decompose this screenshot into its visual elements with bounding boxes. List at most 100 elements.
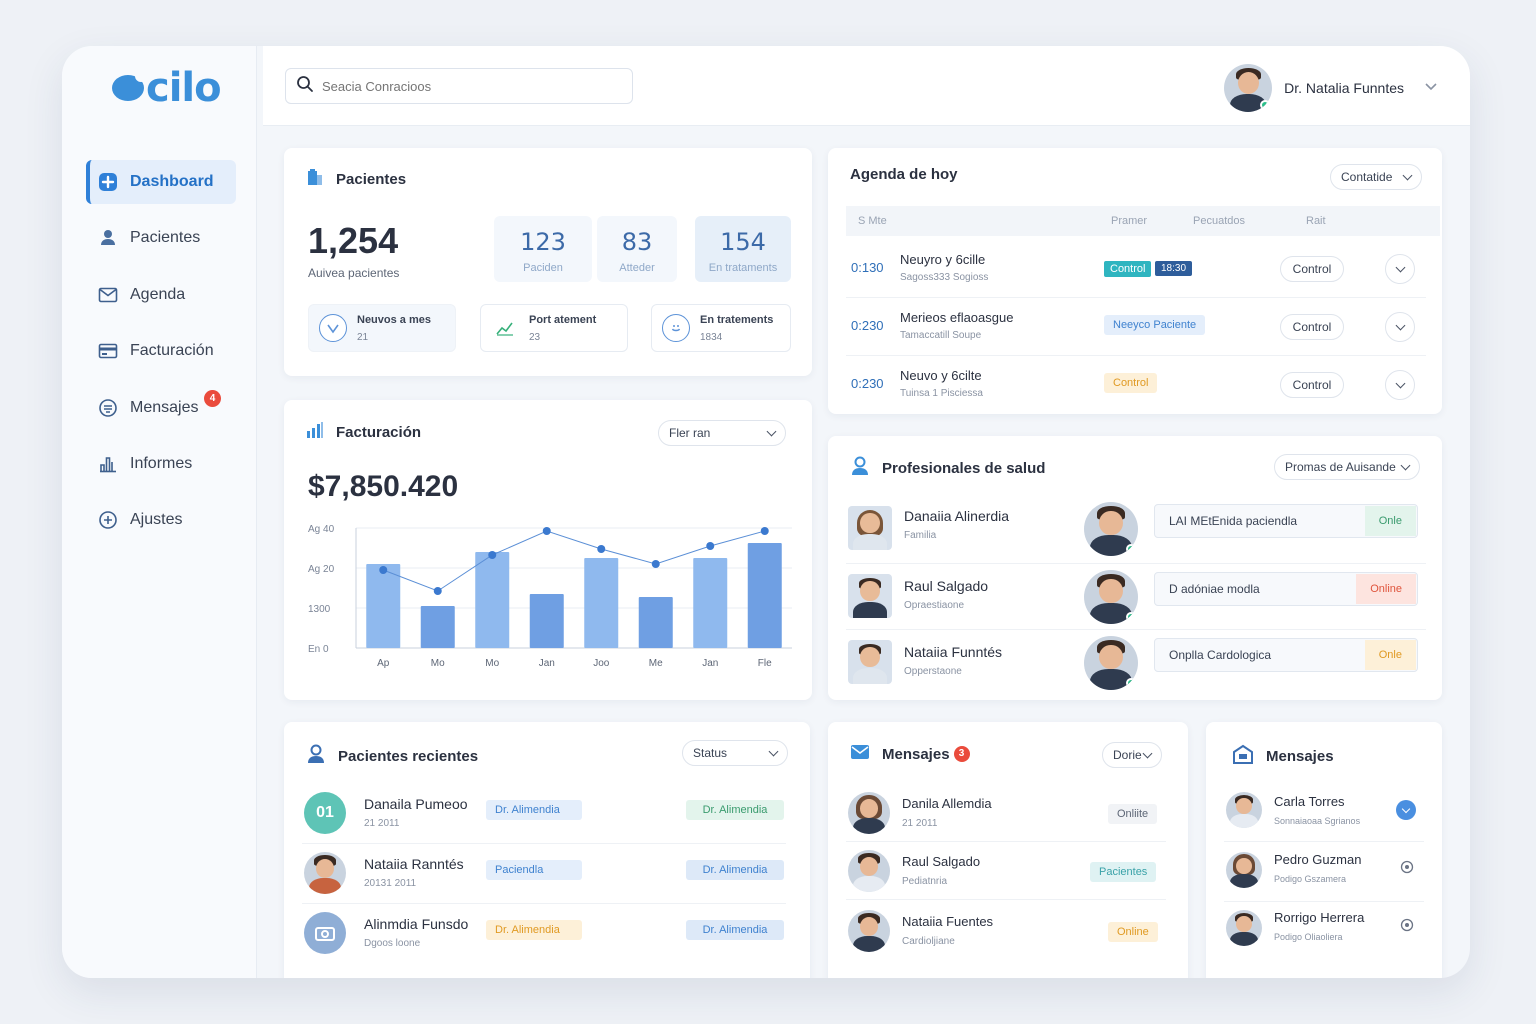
chevron-down-icon: [1142, 748, 1153, 759]
avatar: [848, 910, 890, 952]
chevron-down-icon: [1395, 262, 1405, 273]
message-item[interactable]: Rorrigo Herrera Podigo Oliaoliera: [1224, 902, 1424, 960]
sender-detail: Cardioljiane: [902, 936, 955, 947]
message-item[interactable]: Danila Allemdia 21 2011 Onliite: [846, 784, 1166, 842]
specialty-field[interactable]: D adóniae modla Online: [1154, 572, 1418, 606]
chevron-down-icon: [1402, 170, 1413, 181]
line-point: [379, 566, 388, 574]
user-menu[interactable]: Dr. Natalia Funntes: [1224, 64, 1438, 112]
expand-button[interactable]: [1385, 312, 1415, 342]
control-button[interactable]: Control: [1280, 256, 1344, 282]
column-header: S Mte: [858, 215, 887, 227]
app-logo[interactable]: cilo: [112, 66, 222, 110]
sender-name: Carla Torres: [1274, 794, 1345, 809]
search-icon: [296, 75, 314, 98]
search-input[interactable]: [322, 78, 622, 94]
bar: [638, 597, 673, 648]
control-button[interactable]: Control: [1280, 314, 1344, 340]
professionals-filter-select[interactable]: Promas de Auisande: [1274, 454, 1420, 480]
period-select[interactable]: Fler ran: [658, 420, 786, 446]
sender-detail: Podigo Gszamera: [1274, 874, 1347, 884]
bar: [475, 552, 510, 648]
card-title-text: Pacientes: [336, 170, 407, 188]
search-box[interactable]: [285, 68, 633, 104]
sender-name: Pedro Guzman: [1274, 852, 1362, 867]
table-row[interactable]: Alinmdia Funsdo Dgoos loone Dr. Alimendi…: [302, 904, 786, 964]
specialty-field[interactable]: LAI MEtEnida paciendla Onle: [1154, 504, 1418, 538]
doctor-tag: Dr. Alimendia: [686, 860, 784, 880]
agenda-card: Agenda de hoy Contatide S Mte Pramer Pec…: [828, 148, 1442, 414]
mini-stat[interactable]: Neuvos a mes 21: [308, 304, 456, 352]
status-filter-select[interactable]: Status: [682, 740, 788, 766]
patient-name: Neuyro y 6cille: [900, 252, 986, 267]
table-row[interactable]: 0:230 Merieos eflaoasgue Tamaccatill Sou…: [846, 298, 1426, 356]
field-value: D adóniae modla: [1169, 582, 1260, 596]
sender-name: Nataiia Fuentes: [902, 914, 994, 929]
expand-button[interactable]: [1385, 370, 1415, 400]
patient-detail: Tuinsa 1 Pisciessa: [900, 388, 983, 399]
settings-icon[interactable]: [1400, 860, 1414, 879]
chevron-down-icon: [768, 746, 779, 757]
smile-icon: [662, 314, 690, 342]
stat-value: 154: [720, 228, 766, 256]
mini-stat[interactable]: En tratements 1834: [651, 304, 791, 352]
card-title: Profesionales de salud: [850, 456, 1045, 480]
mini-title: Port atement: [529, 313, 597, 326]
messages-filter-select[interactable]: Dorie: [1102, 742, 1162, 768]
sender-detail: Podigo Oliaoliera: [1274, 932, 1343, 942]
status-badge: Online: [1108, 922, 1158, 942]
professional-name: Raul Salgado: [904, 578, 989, 594]
status-badge: Onle: [1364, 506, 1416, 536]
expand-button[interactable]: [1385, 254, 1415, 284]
avatar: [1226, 792, 1262, 828]
chevron-down-icon[interactable]: [1396, 800, 1416, 820]
control-button[interactable]: Control: [1280, 372, 1344, 398]
patient-date: 21 2011: [364, 818, 400, 829]
table-row[interactable]: Nataiia Ranntés 20131 2011 Paciendla Dr.…: [302, 844, 786, 904]
agenda-filter-select[interactable]: Contatide: [1330, 164, 1422, 190]
message-item[interactable]: Nataiia Fuentes Cardioljiane Online: [846, 902, 1166, 960]
list-item[interactable]: Raul Salgado Opraestiaone D adóniae modl…: [846, 564, 1426, 630]
stat-value: 83: [621, 228, 653, 256]
list-item[interactable]: Danaiia Alinerdia Familia LAI MEtEnida p…: [846, 498, 1426, 564]
status-badge: Onle: [1364, 640, 1416, 670]
sidebar-item-facturacion[interactable]: Facturación: [86, 329, 236, 373]
sidebar-item-dashboard[interactable]: Dashboard: [86, 160, 236, 204]
stat-value: 123: [520, 228, 566, 256]
sidebar-item-informes[interactable]: Informes: [86, 442, 236, 486]
sidebar-item-mensajes[interactable]: Mensajes 4: [86, 386, 236, 430]
mail-icon: [98, 285, 118, 305]
line-point: [542, 527, 551, 535]
table-row[interactable]: 0:230 Neuvo y 6cilte Tuinsa 1 Pisciessa …: [846, 356, 1426, 414]
chevron-down-icon[interactable]: [1424, 79, 1438, 98]
patient-name: Neuvo y 6cilte: [900, 368, 982, 383]
sidebar-item-agenda[interactable]: Agenda: [86, 273, 236, 317]
y-tick-label: Ag 40: [308, 524, 335, 535]
bar: [529, 594, 564, 648]
professional-role: Opraestiaone: [904, 600, 965, 611]
patient-name: Merieos eflaoasgue: [900, 310, 1014, 325]
sidebar-item-label: Ajustes: [130, 511, 183, 529]
bar-chart-icon: [306, 422, 324, 442]
message-item[interactable]: Raul Salgado Pediatnria Pacientes: [846, 842, 1166, 900]
sidebar-item-ajustes[interactable]: Ajustes: [86, 498, 236, 542]
card-icon: [98, 341, 118, 361]
sender-name: Rorrigo Herrera: [1274, 910, 1365, 925]
professional-role: Opperstaone: [904, 666, 962, 677]
list-item[interactable]: Nataiia Funntés Opperstaone Onplla Cardo…: [846, 630, 1426, 696]
doctor-tag: Paciendla: [486, 860, 582, 880]
mini-stat[interactable]: Port atement 23: [480, 304, 628, 352]
table-row[interactable]: 0:130 Neuyro y 6cille Sagoss333 Sogioss …: [846, 240, 1426, 298]
specialty-field[interactable]: Onplla Cardologica Onle: [1154, 638, 1418, 672]
settings-icon[interactable]: [1400, 918, 1414, 937]
message-item[interactable]: Pedro Guzman Podigo Gszamera: [1224, 844, 1424, 902]
user-icon: [98, 228, 118, 248]
message-item[interactable]: Carla Torres Sonnaiaoaa Sgrianos: [1224, 784, 1424, 842]
professional-name: Nataiia Funntés: [904, 644, 1003, 660]
table-row[interactable]: 01 Danaila Pumeoo 21 2011 Dr. Alimendia …: [302, 784, 786, 844]
line-point: [488, 551, 497, 559]
avatar: [848, 792, 890, 834]
sidebar-item-pacientes[interactable]: Pacientes: [86, 216, 236, 260]
stat-box: 123 Paciden: [494, 216, 592, 282]
sidebar-item-label: Mensajes: [130, 398, 199, 416]
